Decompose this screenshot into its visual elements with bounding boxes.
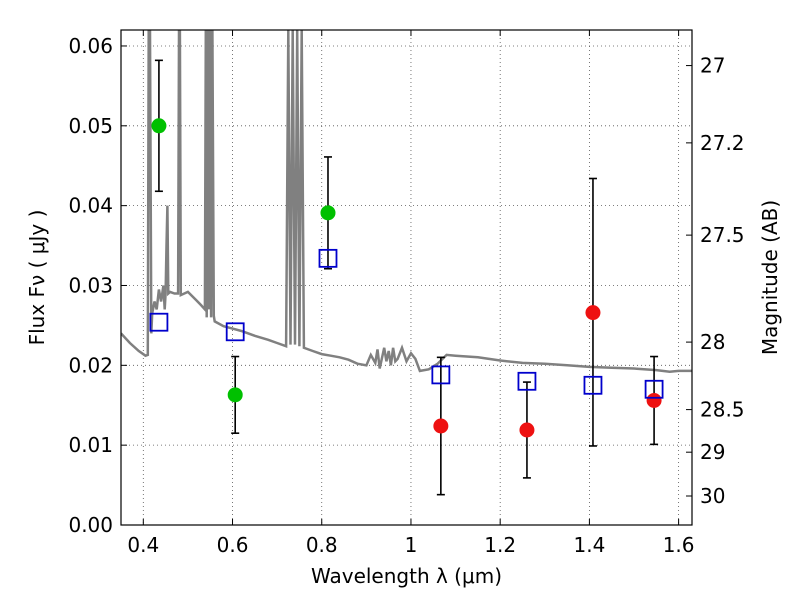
right-axis: 27 27.2 27.5 28 28.5 29 30 bbox=[686, 54, 745, 508]
right-tick-label: 27.5 bbox=[700, 223, 745, 247]
model-point bbox=[318, 248, 338, 268]
x-tick-label: 1.4 bbox=[573, 533, 605, 557]
model-point bbox=[149, 312, 169, 332]
plot-frame bbox=[120, 29, 693, 526]
model-point bbox=[225, 322, 245, 342]
data-point bbox=[585, 305, 601, 321]
x-tick-label: 0.8 bbox=[306, 533, 338, 557]
data-point bbox=[227, 387, 243, 403]
spectrum-line bbox=[121, 30, 692, 373]
x-tick-label: 0.6 bbox=[217, 533, 249, 557]
x-axis-label: Wavelength λ (μm) bbox=[311, 564, 502, 588]
model-point bbox=[431, 365, 451, 385]
x-axis: 0.4 0.6 0.8 1 1.2 1.4 1.6 bbox=[127, 30, 695, 557]
y-axis: 0.00 0.01 0.02 0.03 0.04 0.05 0.06 bbox=[68, 34, 127, 537]
y-tick-label: 0.02 bbox=[68, 353, 113, 377]
errorbar-layer bbox=[154, 59, 659, 496]
data-point bbox=[320, 205, 336, 221]
right-tick-label: 28 bbox=[700, 330, 725, 354]
y-tick-label: 0.05 bbox=[68, 114, 113, 138]
spectrum-layer bbox=[121, 30, 692, 373]
marker-layer bbox=[149, 118, 664, 438]
x-tick-label: 1.6 bbox=[663, 533, 695, 557]
right-tick-label: 30 bbox=[700, 484, 725, 508]
y-tick-label: 0.04 bbox=[68, 194, 113, 218]
y-tick-label: 0.03 bbox=[68, 273, 113, 297]
model-point bbox=[517, 371, 537, 391]
right-axis-label: Magnitude (AB) bbox=[758, 200, 782, 355]
model-point bbox=[583, 375, 603, 395]
right-tick-label: 28.5 bbox=[700, 398, 745, 422]
grid bbox=[121, 30, 692, 526]
y-axis-label: Flux Fν ( μJy ) bbox=[25, 210, 49, 346]
x-tick-label: 0.4 bbox=[127, 533, 159, 557]
right-tick-label: 27.2 bbox=[700, 131, 745, 155]
data-point bbox=[433, 418, 449, 434]
data-point bbox=[646, 392, 662, 408]
y-tick-label: 0.06 bbox=[68, 34, 113, 58]
right-tick-label: 27 bbox=[700, 54, 725, 78]
data-point bbox=[151, 118, 167, 134]
model-point bbox=[644, 379, 664, 399]
y-tick-label: 0.01 bbox=[68, 433, 113, 457]
x-tick-label: 1 bbox=[405, 533, 418, 557]
right-tick-label: 29 bbox=[700, 440, 725, 464]
data-point bbox=[519, 422, 535, 438]
x-tick-label: 1.2 bbox=[484, 533, 516, 557]
y-tick-label: 0.00 bbox=[68, 513, 113, 537]
